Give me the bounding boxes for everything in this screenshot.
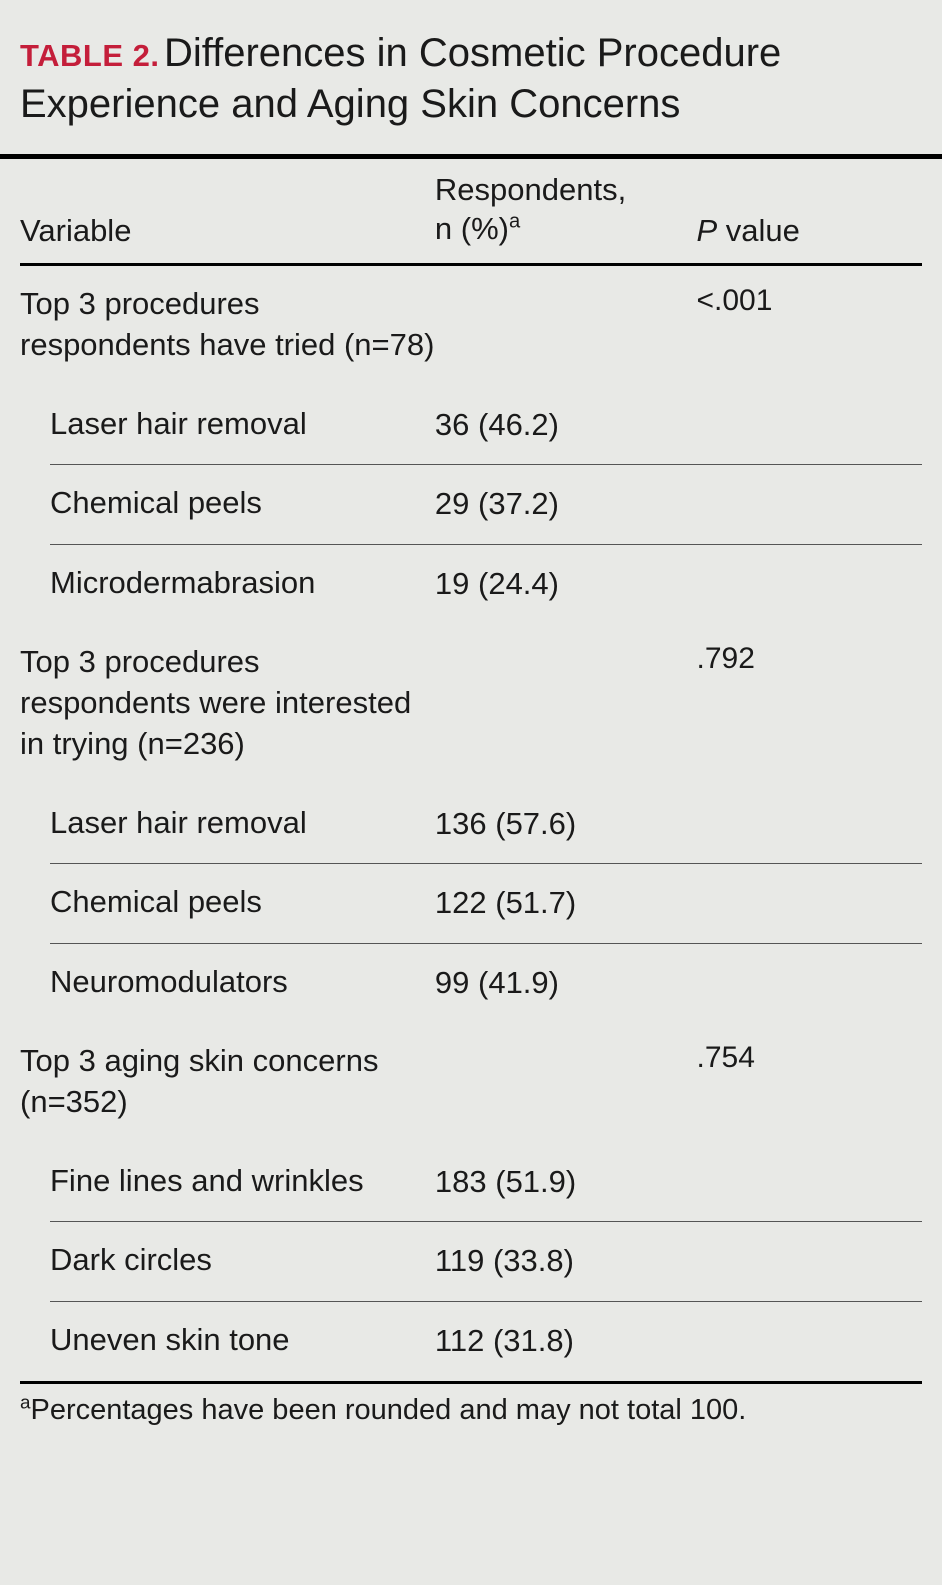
group-label: Top 3 aging skin concerns (n=352) [20,1041,435,1123]
item-value: 112 (31.8) [435,1322,697,1361]
item-p-empty [696,485,922,524]
title-block: TABLE 2. Differences in Cosmetic Procedu… [20,28,922,154]
item-value: 122 (51.7) [435,884,697,923]
table-row: Neuromodulators 99 (41.9) [20,944,922,1023]
group-resp-empty [435,284,697,366]
item-p-empty [696,1163,922,1202]
item-value: 183 (51.9) [435,1163,697,1202]
table-row: Laser hair removal 136 (57.6) [20,785,922,864]
table-container: TABLE 2. Differences in Cosmetic Procedu… [0,0,942,1447]
header-row: Variable Respondents, n (%)a P value [20,159,922,263]
header-pvalue: P value [696,213,922,249]
header-respondents: Respondents, n (%)a [435,171,697,249]
item-p-empty [696,1322,922,1361]
group-resp-empty [435,1041,697,1123]
item-value: 136 (57.6) [435,805,697,844]
item-label: Uneven skin tone [20,1322,435,1361]
group-row: Top 3 aging skin concerns (n=352) .754 [20,1023,922,1143]
group-row: Top 3 procedures respondents were intere… [20,624,922,785]
table-label: TABLE 2. [20,38,160,73]
group-pvalue: .754 [696,1041,922,1123]
header-respondents-line1: Respondents, [435,172,626,207]
group-pvalue: .792 [696,642,922,765]
table-row: Fine lines and wrinkles 183 (51.9) [20,1143,922,1222]
header-pvalue-italic: P [696,213,717,248]
item-label: Chemical peels [20,485,435,524]
item-p-empty [696,565,922,604]
item-label: Neuromodulators [20,964,435,1003]
header-variable: Variable [20,213,435,249]
footnote-sup: a [20,1391,30,1412]
table-row: Dark circles 119 (33.8) [20,1222,922,1301]
item-label: Laser hair removal [20,406,435,445]
group-resp-empty [435,642,697,765]
footnote-text: Percentages have been rounded and may no… [30,1394,746,1426]
item-label: Chemical peels [20,884,435,923]
item-label: Dark circles [20,1242,435,1281]
table-row: Chemical peels 29 (37.2) [20,465,922,544]
header-respondents-line2: n (%) [435,211,509,246]
footnote: aPercentages have been rounded and may n… [20,1384,922,1427]
header-pvalue-rest: value [717,213,800,248]
item-p-empty [696,406,922,445]
item-p-empty [696,964,922,1003]
table-row: Laser hair removal 36 (46.2) [20,386,922,465]
item-value: 36 (46.2) [435,406,697,445]
group-pvalue: <.001 [696,284,922,366]
item-label: Fine lines and wrinkles [20,1163,435,1202]
item-value: 29 (37.2) [435,485,697,524]
item-p-empty [696,884,922,923]
table-row: Uneven skin tone 112 (31.8) [20,1302,922,1381]
table-row: Chemical peels 122 (51.7) [20,864,922,943]
group-label: Top 3 procedures respondents have tried … [20,284,435,366]
item-value: 99 (41.9) [435,964,697,1003]
item-p-empty [696,1242,922,1281]
header-respondents-sup: a [509,211,520,233]
group-row: Top 3 procedures respondents have tried … [20,266,922,386]
item-label: Laser hair removal [20,805,435,844]
item-value: 19 (24.4) [435,565,697,604]
item-value: 119 (33.8) [435,1242,697,1281]
item-p-empty [696,805,922,844]
table-row: Microdermabrasion 19 (24.4) [20,545,922,624]
item-label: Microdermabrasion [20,565,435,604]
group-label: Top 3 procedures respondents were intere… [20,642,435,765]
